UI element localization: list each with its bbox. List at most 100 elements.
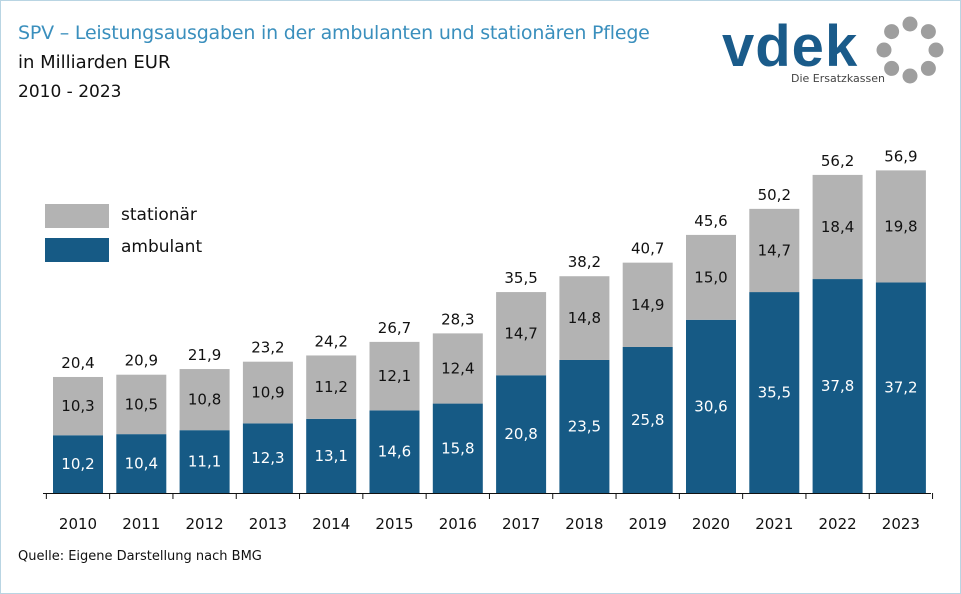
label-stationaer-2016: 12,4 [441, 359, 474, 377]
label-ambulant-2020: 30,6 [694, 397, 727, 415]
vdek-logo-tagline: Die Ersatzkassen [791, 72, 885, 85]
logo-ring-dot [884, 24, 900, 40]
label-stationaer-2018: 14,8 [568, 309, 601, 327]
label-stationaer-2023: 19,8 [884, 217, 917, 235]
chart-period: 2010 - 2023 [18, 82, 122, 102]
label-stationaer-2014: 11,2 [314, 378, 347, 396]
bar-stationaer-2016 [432, 333, 483, 404]
x-tick-2015: 2015 [375, 515, 413, 533]
legend-swatch-ambulant [45, 238, 109, 262]
label-ambulant-2015: 14,6 [378, 443, 411, 461]
source-note: Quelle: Eigene Darstellung nach BMG [18, 549, 262, 564]
x-tick-2018: 2018 [565, 515, 603, 533]
legend-label-ambulant: ambulant [121, 237, 203, 257]
bar-ambulant-2014 [306, 418, 357, 493]
logo-ring-dot [884, 60, 900, 76]
bar-ambulant-2021 [749, 292, 800, 493]
label-ambulant-2012: 11,1 [188, 453, 221, 471]
label-stationaer-2015: 12,1 [378, 367, 411, 385]
chart-subtitle: in Milliarden EUR [18, 52, 171, 73]
label-total-2021: 50,2 [758, 186, 791, 204]
x-tick-2017: 2017 [502, 515, 540, 533]
x-tick-2010: 2010 [59, 515, 97, 533]
x-tick-2012: 2012 [186, 515, 224, 533]
bar-ambulant-2019 [622, 346, 673, 493]
label-ambulant-2019: 25,8 [631, 411, 664, 429]
label-ambulant-2014: 13,1 [314, 447, 347, 465]
bar-ambulant-2013 [242, 423, 293, 493]
legend-swatch-stationaer [45, 204, 109, 228]
label-total-2020: 45,6 [694, 212, 727, 230]
label-ambulant-2013: 12,3 [251, 449, 284, 467]
vdek-logo: vdek [722, 14, 859, 79]
x-tick-2023: 2023 [882, 515, 920, 533]
bar-stationaer-2021 [749, 208, 800, 293]
label-stationaer-2017: 14,7 [504, 325, 537, 343]
label-ambulant-2023: 37,2 [884, 379, 917, 397]
bar-stationaer-2020 [686, 234, 736, 320]
bar-stationaer-2018 [559, 276, 610, 360]
label-stationaer-2021: 14,7 [758, 241, 791, 259]
bar-stationaer-2017 [496, 292, 547, 376]
label-ambulant-2017: 20,8 [504, 425, 537, 443]
label-stationaer-2019: 14,9 [631, 296, 664, 314]
logo-ring-dot [902, 68, 918, 84]
bar-ambulant-2017 [496, 375, 547, 493]
x-tick-2019: 2019 [629, 515, 667, 533]
label-stationaer-2013: 10,9 [251, 384, 284, 402]
label-total-2023: 56,9 [884, 147, 917, 165]
label-total-2018: 38,2 [568, 253, 601, 271]
logo-ring-dot [920, 24, 936, 40]
bar-ambulant-2011 [116, 434, 167, 493]
label-stationaer-2011: 10,5 [125, 395, 158, 413]
bar-stationaer-2010 [53, 376, 103, 436]
label-stationaer-2012: 10,8 [188, 391, 221, 409]
logo-ring-dot [902, 16, 918, 32]
label-total-2010: 20,4 [61, 354, 94, 372]
label-stationaer-2020: 15,0 [694, 268, 727, 286]
label-total-2011: 20,9 [125, 352, 158, 370]
bar-ambulant-2012 [179, 430, 230, 493]
label-ambulant-2011: 10,4 [125, 455, 158, 473]
label-ambulant-2010: 10,2 [61, 455, 94, 473]
x-tick-2021: 2021 [755, 515, 793, 533]
label-total-2013: 23,2 [251, 339, 284, 357]
bar-stationaer-2013 [242, 361, 293, 424]
bar-stationaer-2015 [369, 341, 420, 411]
label-ambulant-2018: 23,5 [568, 417, 601, 435]
logo-ring-dot [928, 42, 944, 58]
x-tick-2011: 2011 [122, 515, 160, 533]
bar-stationaer-2012 [179, 369, 230, 431]
bar-ambulant-2018 [559, 359, 610, 493]
bar-ambulant-2022 [812, 279, 863, 493]
label-total-2022: 56,2 [821, 152, 854, 170]
chart-title: SPV – Leistungsausgaben in der ambulante… [18, 22, 650, 44]
label-stationaer-2022: 18,4 [821, 218, 854, 236]
logo-ring-dot [920, 60, 936, 76]
label-total-2014: 24,2 [314, 332, 347, 350]
bar-ambulant-2016 [432, 403, 483, 493]
label-total-2012: 21,9 [188, 346, 221, 364]
label-stationaer-2010: 10,3 [61, 397, 94, 415]
bar-stationaer-2011 [116, 374, 167, 435]
x-tick-2020: 2020 [692, 515, 730, 533]
label-ambulant-2016: 15,8 [441, 439, 474, 457]
bar-stationaer-2022 [812, 174, 863, 280]
x-tick-2022: 2022 [819, 515, 857, 533]
label-ambulant-2021: 35,5 [758, 384, 791, 402]
bar-stationaer-2023 [875, 170, 926, 283]
bar-ambulant-2015 [369, 410, 420, 493]
logo-ring-dot [876, 42, 892, 58]
bar-stationaer-2019 [622, 262, 673, 347]
x-tick-2014: 2014 [312, 515, 350, 533]
legend-label-stationaer: stationär [121, 205, 197, 225]
bar-stationaer-2014 [306, 355, 357, 419]
x-tick-2013: 2013 [249, 515, 287, 533]
label-total-2019: 40,7 [631, 240, 664, 258]
bar-ambulant-2010 [53, 435, 103, 493]
label-total-2016: 28,3 [441, 310, 474, 328]
bar-ambulant-2020 [686, 319, 736, 493]
vdek-logo-ring-icon [876, 16, 944, 84]
label-total-2017: 35,5 [504, 269, 537, 287]
x-tick-2016: 2016 [439, 515, 477, 533]
